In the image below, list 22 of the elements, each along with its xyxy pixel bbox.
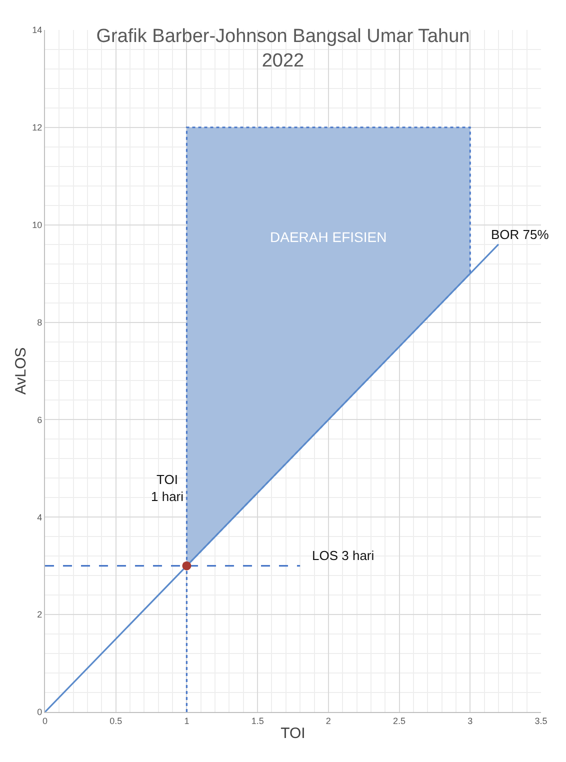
- x-axis-title: TOI: [280, 724, 306, 742]
- x-tick-label: 2: [326, 716, 331, 726]
- y-tick-label: 12: [32, 122, 42, 133]
- annotation: TOI 1 hari: [151, 472, 184, 504]
- x-tick-label: 1.5: [251, 716, 264, 726]
- y-tick-label: 2: [37, 610, 42, 620]
- y-tick-label: 14: [32, 25, 42, 36]
- y-tick-label: 6: [37, 414, 42, 425]
- y-tick-label: 8: [37, 317, 42, 328]
- y-tick-label: 4: [37, 512, 42, 522]
- x-tick-label: 3.5: [534, 716, 548, 726]
- annotation: BOR 75%: [491, 227, 550, 242]
- x-tick-label: 3: [468, 716, 473, 726]
- y-tick-label: 0: [37, 707, 42, 718]
- x-tick-label: 2.5: [393, 716, 406, 726]
- chart-title: Grafik Barber-Johnson Bangsal Umar Tahun 2022: [96, 26, 470, 72]
- x-tick-label: 1: [184, 716, 190, 726]
- y-axis-title: AvLOS: [12, 347, 30, 395]
- annotation: DAERAH EFISIEN: [270, 229, 387, 245]
- y-tick-label: 10: [32, 220, 42, 230]
- x-tick-label: 0.5: [110, 716, 122, 726]
- annotation: LOS 3 hari: [312, 548, 374, 563]
